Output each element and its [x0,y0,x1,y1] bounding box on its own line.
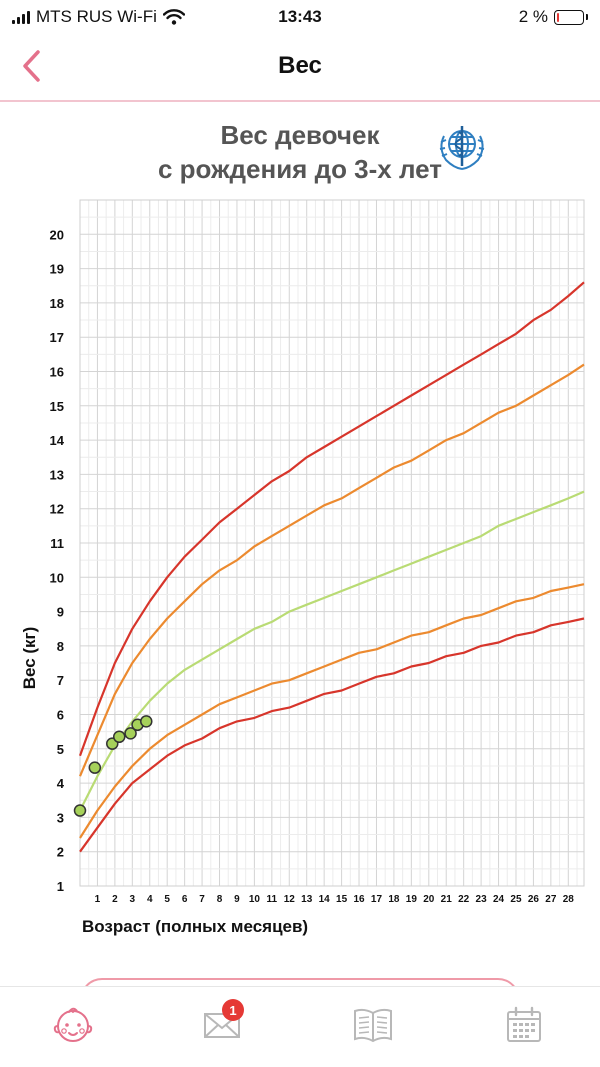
x-tick-label: 20 [423,894,435,905]
battery-percent: 2 % [518,7,548,26]
x-tick-label: 19 [406,894,418,905]
wifi-icon [162,9,185,25]
x-tick-label: 7 [199,894,205,905]
x-tick-label: 4 [147,894,153,905]
carrier-info: MTS RUS Wi-Fi [12,7,185,27]
x-tick-label: 8 [217,894,223,905]
x-tick-label: 27 [545,894,557,905]
tab-child[interactable] [45,999,101,1051]
y-axis-label: Вес (кг) [20,627,39,690]
y-tick-label: 12 [50,502,64,517]
percentile-curve-1 [78,281,585,757]
x-tick-label: 25 [510,894,522,905]
x-tick-label: 12 [284,894,296,905]
baby-face-icon [53,1007,93,1042]
chart-title: Вес девочек с рождения до 3-х лет [80,118,520,186]
tab-library[interactable] [345,999,401,1051]
y-tick-label: 3 [57,810,64,825]
x-tick-label: 17 [371,894,383,905]
plot-frame [79,199,585,887]
percentile-curve-4 [79,583,585,839]
x-tick-label: 21 [441,894,453,905]
y-tick-label: 15 [50,399,64,414]
x-tick-label: 24 [493,894,505,905]
x-tick-label: 18 [388,894,400,905]
percentile-curve-3 [79,490,585,811]
chart-grid [79,199,585,887]
y-tick-label: 6 [57,708,64,723]
x-tick-label: 15 [336,894,348,905]
y-tick-label: 16 [50,365,64,380]
chart-title-line1: Вес девочек [220,120,380,150]
y-tick-label: 13 [50,467,64,482]
x-tick-label: 26 [528,894,540,905]
back-button[interactable] [18,48,48,84]
x-tick-label: 10 [249,894,261,905]
x-tick-label: 13 [301,894,313,905]
percentile-curve-2 [78,363,585,777]
page-title: Вес [278,52,322,79]
x-tick-label: 11 [267,894,278,905]
y-tick-label: 9 [57,605,64,620]
battery-icon [554,9,584,25]
y-tick-label: 14 [50,433,65,448]
y-tick-label: 5 [57,742,64,757]
calendar-icon [507,1006,541,1042]
y-tick-label: 2 [57,845,64,860]
x-tick-label: 14 [319,894,331,905]
measurement-point[interactable] [140,715,153,728]
y-tick-label: 7 [57,673,64,688]
y-tick-label: 18 [50,296,64,311]
x-tick-label: 9 [234,894,240,905]
y-tick-label: 4 [57,776,65,791]
measurement-point[interactable] [73,804,87,817]
y-tick-label: 1 [57,879,64,894]
chevron-left-icon [23,50,40,82]
x-tick-label: 28 [563,894,575,905]
status-bar: MTS RUS Wi-Fi 13:43 2 % [0,0,600,34]
x-tick-label: 2 [112,894,118,905]
x-tick-label: 5 [164,894,170,905]
measurement-points[interactable] [73,715,153,817]
x-axis-label: Возраст (полных месяцев) [82,917,309,936]
x-tick-label: 22 [458,894,470,905]
percentile-curve-5 [79,617,585,853]
x-tick-label: 6 [182,894,188,905]
status-time: 13:43 [278,7,322,26]
measurement-point[interactable] [112,730,126,744]
percentile-curves [78,281,585,853]
tab-bar: 1 [0,986,600,1067]
x-tick-label: 16 [353,894,365,905]
carrier-name: MTS RUS Wi-Fi [36,7,157,26]
who-emblem-icon [439,126,485,170]
y-tick-label: 20 [50,227,64,242]
signal-icon [12,10,30,24]
x-tick-label: 3 [130,894,136,905]
x-tick-label: 1 [95,894,101,905]
measurement-point[interactable] [88,761,102,774]
y-tick-label: 11 [50,536,64,551]
y-tick-label: 8 [57,639,64,654]
x-tick-label: 23 [476,894,488,905]
messages-badge: 1 [222,999,244,1021]
y-tick-label: 10 [50,570,64,585]
y-tick-label: 17 [50,330,64,345]
navigation-bar: Вес [0,34,600,102]
open-book-icon [354,1008,392,1043]
x-axis-ticks: 1 2 3 4 5 6 7 8 9 10 11 12 13 14 15 16 17 18 19 20 21 22 23 24 2… [95,894,575,905]
tab-messages[interactable]: 1 [194,999,250,1051]
battery-status: 2 % [519,7,588,27]
measurement-point[interactable] [124,727,137,740]
tab-calendar[interactable] [496,999,552,1051]
y-tick-label: 19 [50,262,64,277]
chart-title-line2: с рождения до 3-х лет [157,154,443,184]
